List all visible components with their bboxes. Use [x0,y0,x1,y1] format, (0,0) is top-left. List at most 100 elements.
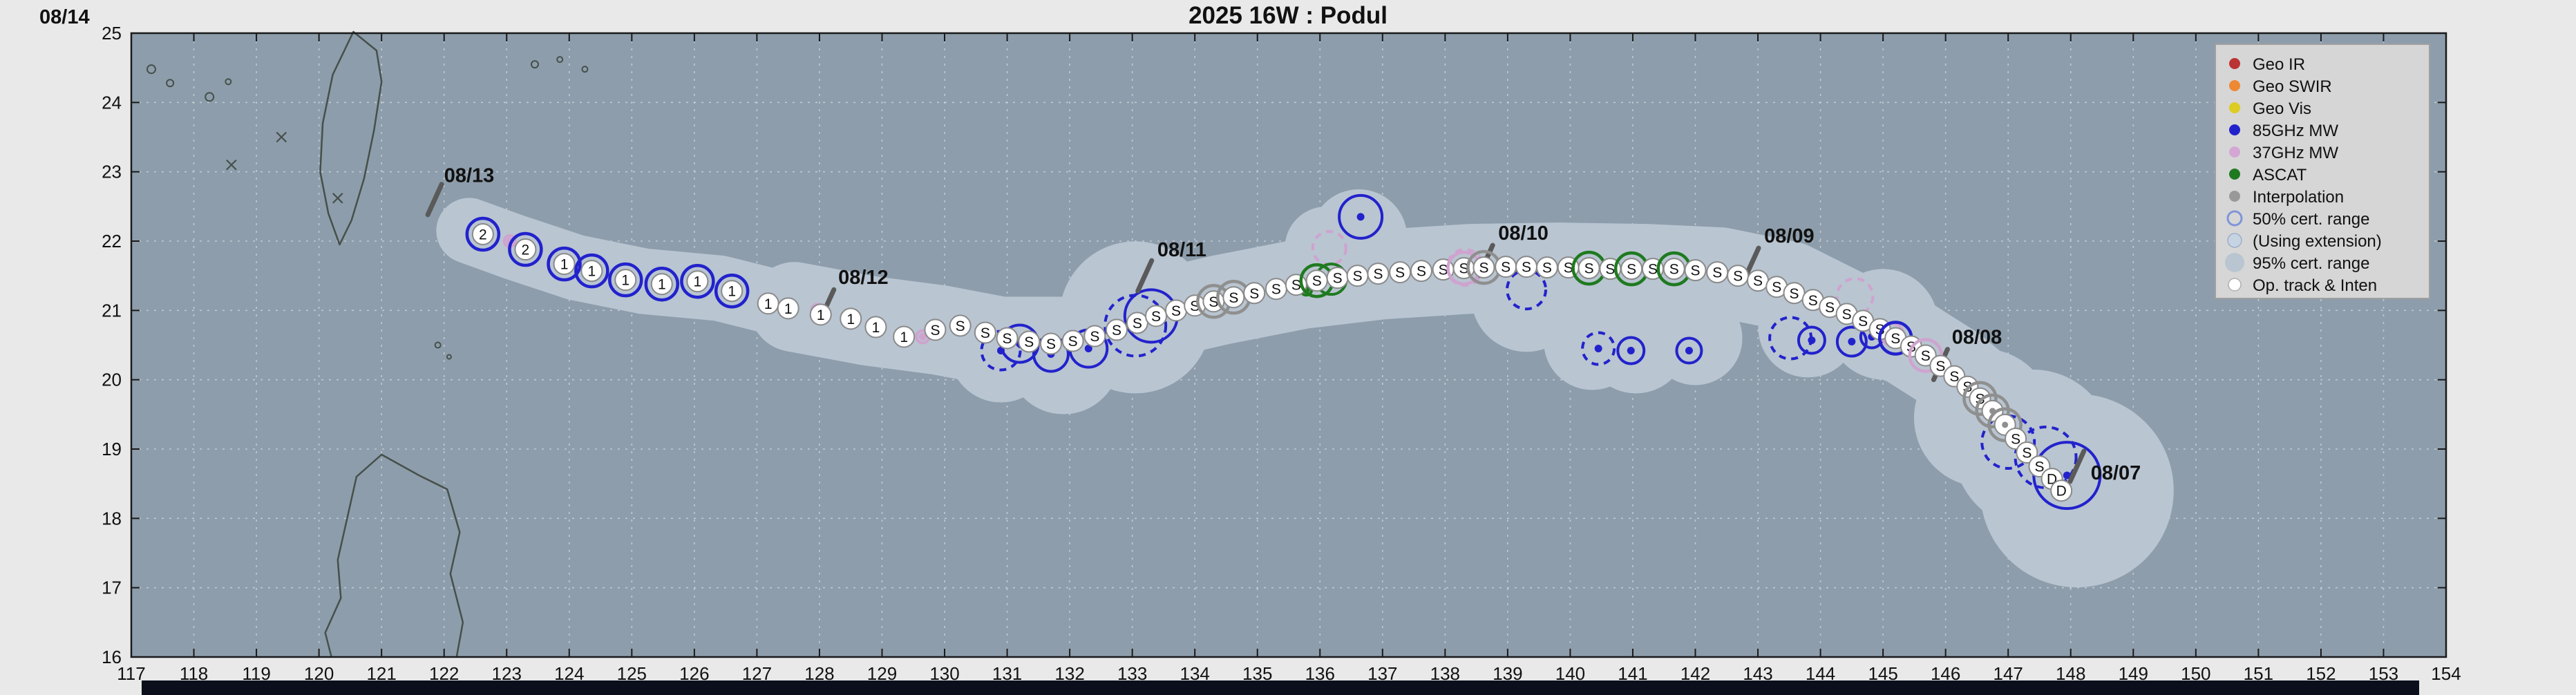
op-marker-intensity-label: 1 [817,307,825,323]
date-tick-08-07 [2067,448,2087,484]
island-outline [166,79,175,88]
op-marker-intensity-label: S [1648,262,1658,278]
op-marker-intensity-label: S [1669,262,1679,278]
island-outline [205,92,215,102]
op-marker-intensity-label: S [2034,459,2044,475]
legend-swatch-dot [2229,146,2240,158]
legend-swatch-dot [2229,169,2240,180]
op-marker-intensity-label: 1 [784,301,793,317]
op-marker-intensity-label: S [1171,303,1181,319]
op-track-marker [924,318,947,341]
op-track-marker [949,314,972,337]
x-tick-label: 154 [2431,663,2461,684]
op-track-marker [580,260,603,283]
legend-swatch-white-dot [2228,278,2242,292]
op-track-marker [1222,286,1245,309]
fix-dot-b [1685,347,1693,355]
op-marker-intensity-label: S [1875,322,1885,338]
op-marker-ring-blue [508,231,543,267]
op-track-marker [1083,325,1106,348]
op-track-marker [840,307,862,330]
legend-swatch-open-circle [2226,210,2243,227]
island-outline [225,78,232,86]
op-marker-intensity-label: S [1584,261,1594,277]
island-x-mark [276,131,287,143]
op-track-marker [721,280,744,303]
op-marker-ring-blue [714,273,750,309]
op-marker-intensity-label: S [1417,264,1426,280]
op-marker-intensity-label: S [1151,309,1161,325]
corner-date: 08/14 [39,6,90,28]
fix-dot-b [1627,347,1635,355]
op-track-marker [2016,441,2038,464]
fix-dot-b [1848,337,1856,345]
legend-swatch-dot [2229,124,2240,135]
op-track-marker [974,321,996,344]
op-marker-intensity-label: S [1627,262,1636,278]
legend-label: (Using extension) [2253,232,2382,251]
y-tick-label: 20 [102,370,122,390]
y-tick-label: 17 [102,578,122,598]
op-track-marker [1039,332,1062,355]
op-marker-intensity-label: S [1808,293,1818,309]
op-marker-ring-gray [1962,381,1998,417]
op-marker-intensity-label: 1 [621,273,629,289]
fix-dot-b [2063,471,2071,479]
date-label-08-13: 08/13 [444,165,495,187]
op-marker-intensity-label: S [1501,260,1510,276]
op-marker-intensity-label: S [1133,316,1142,332]
op-track-marker [1684,259,1707,282]
op-marker-intensity-label: S [1949,369,1959,385]
legend-label: 85GHz MW [2253,122,2338,140]
op-marker-intensity-label: S [1753,274,1763,289]
island-x-mark [332,193,343,204]
op-marker-intensity-label: S [1112,323,1121,339]
fix-dot-p [918,332,927,341]
op-marker-interp-dot [2002,421,2009,428]
op-marker-intensity-label: S [956,318,965,334]
y-tick-label: 23 [102,162,122,182]
op-marker-intensity-label: 1 [728,284,736,300]
op-marker-intensity-label: S [1605,262,1615,278]
date-label-08-10: 08/10 [1498,222,1549,245]
op-track-marker [1243,282,1266,305]
op-marker-intensity-label: S [930,323,940,339]
op-track-marker [650,273,673,296]
op-marker-ring-blue [465,216,501,252]
op-marker-intensity-label: S [1024,334,1034,350]
op-track-marker [1367,263,1390,285]
date-label-08-09: 08/09 [1764,225,1815,247]
island-outline [556,56,564,64]
op-marker-intensity-label: S [1312,274,1322,289]
cert95-envelope-bulge [1648,291,1743,385]
op-track-marker [1410,260,1432,283]
fix-circle-b [1835,325,1868,358]
legend-swatch-dot [2229,102,2240,113]
op-marker-intensity-label: S [1825,300,1835,316]
fix-circle-b [2014,426,2078,490]
op-marker-intensity-label: S [981,325,990,341]
op-marker-intensity-label: S [1090,329,1099,345]
fix-circle-b [1980,414,2036,470]
date-label-08-11: 08/11 [1157,239,1206,261]
op-marker-intensity-label: S [1564,260,1573,276]
op-marker-intensity-label: S [1439,263,1448,278]
op-marker-intensity-label: S [1229,290,1238,306]
op-track-marker [514,238,537,261]
island-outline [434,341,442,349]
legend-swatch-dot [2229,191,2240,202]
op-marker-intensity-label: S [1733,269,1743,285]
op-marker-intensity-label: S [1935,359,1945,374]
legend-label: 95% cert. range [2253,254,2369,273]
op-marker-intensity-label: 1 [900,330,908,345]
coastline-taiwan [319,30,383,246]
y-tick-label: 16 [102,647,122,667]
op-marker-intensity-label: 1 [658,277,666,293]
op-track-marker [1914,344,1937,367]
y-tick-label: 25 [102,23,122,44]
op-marker-ring-blue [608,262,643,298]
op-track-marker [614,269,637,292]
island-outline [446,354,452,360]
